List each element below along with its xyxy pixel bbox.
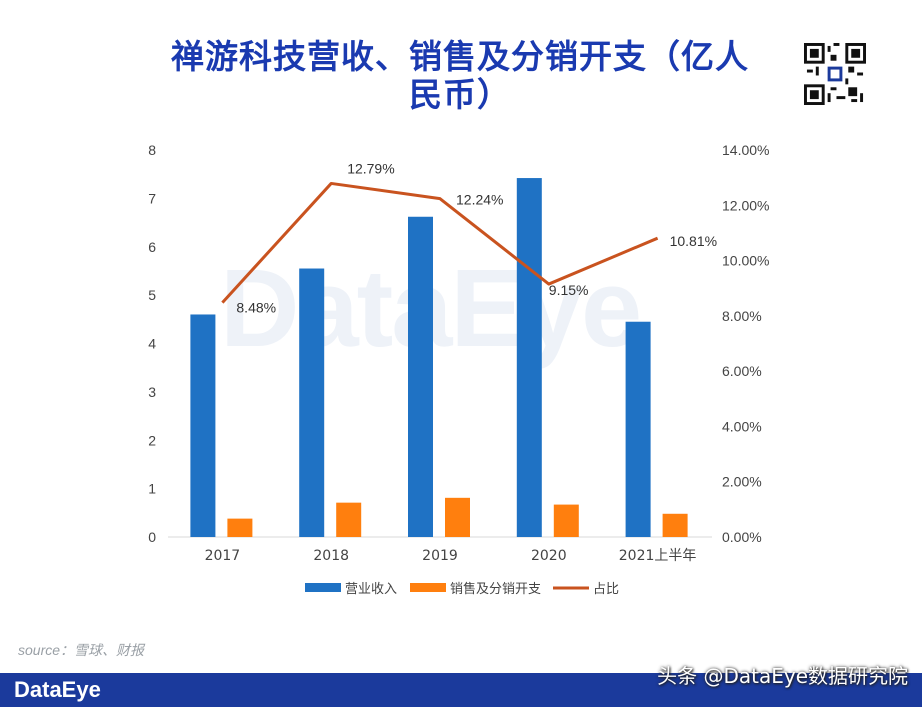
revenue-bar bbox=[190, 314, 216, 537]
y-right-tick-label: 10.00% bbox=[722, 253, 769, 269]
y-left-tick-label: 3 bbox=[148, 384, 156, 400]
y-right-tick-label: 4.00% bbox=[722, 418, 762, 434]
ratio-data-label: 10.81% bbox=[670, 233, 717, 249]
y-left-tick-label: 1 bbox=[148, 481, 156, 497]
expense-bar bbox=[336, 502, 362, 537]
y-left-tick-label: 5 bbox=[148, 287, 156, 303]
legend-swatch-revenue bbox=[305, 583, 341, 592]
y-right-tick-label: 8.00% bbox=[722, 308, 762, 324]
y-left-tick-label: 7 bbox=[148, 190, 156, 206]
y-right-tick-label: 6.00% bbox=[722, 363, 762, 379]
legend-label-revenue: 营业收入 bbox=[345, 582, 397, 597]
footer-bar: DataEye bbox=[0, 673, 922, 707]
y-left-tick-label: 4 bbox=[148, 336, 156, 352]
x-tick-label: 2019 bbox=[422, 548, 458, 564]
ratio-data-label: 12.24% bbox=[456, 192, 503, 208]
ratio-data-label: 9.15% bbox=[549, 282, 589, 298]
expense-bar bbox=[445, 497, 470, 537]
ratio-line bbox=[221, 181, 659, 304]
revenue-bar bbox=[299, 268, 325, 537]
y-right-tick-label: 2.00% bbox=[722, 474, 762, 490]
x-tick-label: 2018 bbox=[313, 548, 349, 564]
y-left-tick-label: 6 bbox=[148, 239, 156, 255]
ratio-data-label: 8.48% bbox=[236, 300, 276, 316]
y-right-tick-label: 14.00% bbox=[722, 142, 769, 158]
y-left-tick-label: 0 bbox=[148, 529, 156, 545]
expense-bar bbox=[662, 513, 688, 537]
legend-label-ratio: 占比 bbox=[593, 582, 619, 597]
y-right-tick-label: 0.00% bbox=[722, 529, 762, 545]
chart-title: 禅游科技营收、销售及分销开支（亿人民币） bbox=[171, 37, 749, 114]
x-tick-label: 2017 bbox=[205, 548, 241, 564]
expense-bar bbox=[553, 504, 579, 537]
revenue-bar bbox=[408, 216, 433, 537]
legend-swatch-expense bbox=[410, 583, 446, 592]
revenue-bar bbox=[625, 321, 651, 537]
source-note: source：雪球、财报 bbox=[18, 642, 145, 658]
y-left-tick-label: 8 bbox=[148, 142, 156, 158]
x-tick-label: 2021上半年 bbox=[619, 548, 697, 564]
x-tick-label: 2020 bbox=[531, 548, 567, 564]
y-left-tick-label: 2 bbox=[148, 432, 156, 448]
revenue-bar bbox=[516, 178, 542, 537]
y-right-tick-label: 12.00% bbox=[722, 197, 769, 213]
qr-code-icon bbox=[804, 43, 866, 105]
ratio-data-label: 12.79% bbox=[347, 160, 394, 176]
legend-label-expense: 销售及分销开支 bbox=[450, 581, 541, 597]
footer-logo: DataEye bbox=[14, 677, 101, 702]
footer-credit: 头条 @DataEye数据研究院 bbox=[657, 664, 908, 688]
expense-bar bbox=[227, 518, 253, 537]
